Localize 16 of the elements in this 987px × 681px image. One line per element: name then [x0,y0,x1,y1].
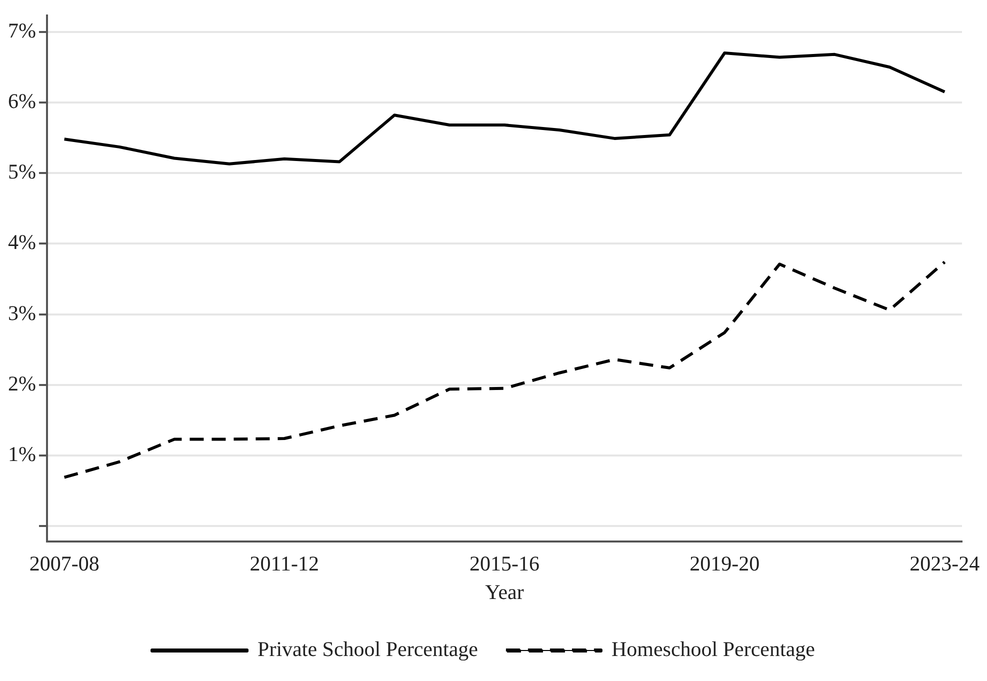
x-tick-label: 2011-12 [250,552,320,576]
y-tick-label: 2% [8,371,36,396]
y-tick-label: 3% [8,300,36,325]
y-tick-label: 6% [8,88,36,113]
x-axis-title: Year [485,580,524,604]
x-tick-label: 2015-16 [469,552,540,576]
x-tick-label: 2023-24 [910,552,980,576]
x-tick-label: 2007-08 [29,552,100,576]
legend-label: Homeschool Percentage [611,637,815,662]
y-tick-label: 5% [8,160,36,184]
y-tick-label: 1% [8,442,36,466]
line-series [62,260,946,479]
y-tick-label: 4% [8,230,36,254]
x-tick-label: 2019-20 [690,552,760,576]
y-tick-label: 7% [8,18,36,42]
legend-label: Private School Percentage [258,637,478,662]
